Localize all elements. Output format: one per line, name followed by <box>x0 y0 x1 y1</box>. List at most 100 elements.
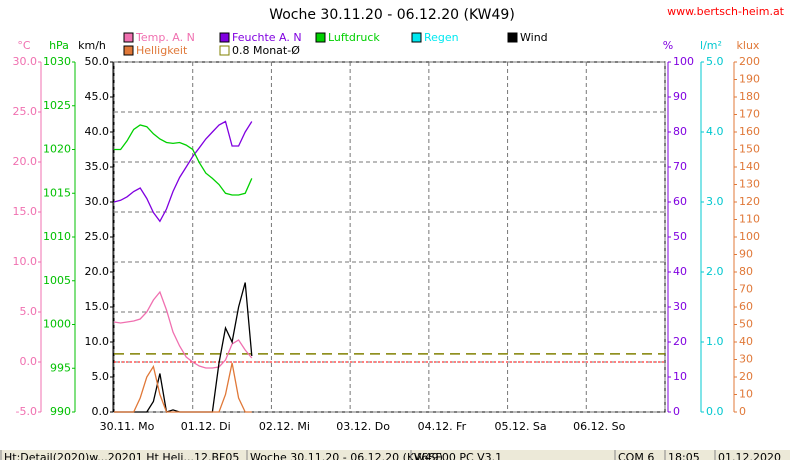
y-tick-label: 170 <box>739 108 760 121</box>
y-tick-label: 10.0 <box>85 335 110 348</box>
y-tick-label: 90 <box>673 90 687 103</box>
y-tick-label: 45.0 <box>85 90 110 103</box>
y-tick-label: 0.0 <box>706 405 724 418</box>
legend-swatch <box>123 32 134 43</box>
y-tick-label: 10.0 <box>13 255 38 268</box>
y-tick-label: -5.0 <box>16 405 37 418</box>
x-tick-label: 04.12. Fr <box>418 420 467 433</box>
y-tick-label: 80 <box>739 265 753 278</box>
axis-unit: °C <box>17 39 31 52</box>
y-tick-label: 100 <box>673 55 694 68</box>
y-tick-label: 20.0 <box>85 265 110 278</box>
source-url: www.bertsch-heim.at <box>667 5 785 18</box>
y-tick-label: 90 <box>739 248 753 261</box>
y-tick-label: 180 <box>739 90 760 103</box>
legend-swatch <box>315 32 326 43</box>
y-tick-label: 30 <box>673 300 687 313</box>
legend-label: Helligkeit <box>136 44 188 57</box>
y-tick-label: 10 <box>739 388 753 401</box>
series-line <box>113 120 253 223</box>
y-tick-label: 2.0 <box>706 265 724 278</box>
y-tick-label: 3.0 <box>706 195 724 208</box>
y-tick-label: 200 <box>739 55 760 68</box>
y-tick-label: 20 <box>673 335 687 348</box>
x-tick-label: 03.12. Do <box>336 420 390 433</box>
status-text: Ht:Detail(2020)w...20201 Ht Heli...12.BF… <box>4 451 239 460</box>
axis-unit: klux <box>737 39 760 52</box>
status-bar <box>0 450 790 460</box>
y-tick-label: 1030 <box>43 55 71 68</box>
y-tick-label: 15.0 <box>85 300 110 313</box>
status-text: V6SF00 PC V3.1 <box>414 451 502 460</box>
y-tick-label: 10 <box>673 370 687 383</box>
y-tick-label: 40.0 <box>85 125 110 138</box>
y-tick-label: 100 <box>739 230 760 243</box>
y-tick-label: 1.0 <box>706 335 724 348</box>
legend-swatch <box>219 32 230 43</box>
y-tick-label: 1010 <box>43 230 71 243</box>
y-tick-label: 70 <box>739 283 753 296</box>
y-tick-label: 1025 <box>43 99 71 112</box>
y-tick-label: 50 <box>673 230 687 243</box>
y-tick-label: 0.0 <box>92 405 110 418</box>
y-tick-label: 30.0 <box>13 55 38 68</box>
y-tick-label: 25.0 <box>13 105 38 118</box>
chart-title: Woche 30.11.20 - 06.12.20 (KW49) <box>269 7 515 23</box>
legend-label: Feuchte A. N <box>232 31 302 44</box>
y-tick-label: 20.0 <box>13 155 38 168</box>
legend-swatch <box>507 32 518 43</box>
series-line <box>113 290 253 369</box>
y-tick-label: 60 <box>739 300 753 313</box>
y-tick-label: 190 <box>739 73 760 86</box>
y-tick-label: 5.0 <box>92 370 110 383</box>
y-tick-label: 5.0 <box>20 305 38 318</box>
y-tick-label: 990 <box>50 405 71 418</box>
y-tick-label: 4.0 <box>706 125 724 138</box>
x-tick-label: 02.12. Mi <box>259 420 310 433</box>
axis-unit: l/m² <box>700 39 722 52</box>
y-tick-label: 20 <box>739 370 753 383</box>
status-text: 18:05 <box>668 451 700 460</box>
status-text: 01.12.2020 <box>718 451 781 460</box>
series-line <box>114 124 253 196</box>
y-tick-label: 5.0 <box>706 55 724 68</box>
y-tick-label: 30.0 <box>85 195 110 208</box>
y-tick-label: 150 <box>739 143 760 156</box>
y-tick-label: 0.0 <box>20 355 38 368</box>
legend-label: Temp. A. N <box>135 31 195 44</box>
x-tick-label: 06.12. So <box>573 420 625 433</box>
legend-label: 0.8 Monat-Ø <box>232 44 300 57</box>
legend-label: Wind <box>520 31 548 44</box>
y-tick-label: 60 <box>673 195 687 208</box>
legend-label: Regen <box>424 31 459 44</box>
x-tick-label: 01.12. Di <box>181 420 231 433</box>
y-tick-label: 110 <box>739 213 760 226</box>
y-tick-label: 160 <box>739 125 760 138</box>
y-tick-label: 80 <box>673 125 687 138</box>
y-tick-label: 1015 <box>43 186 71 199</box>
y-tick-label: 70 <box>673 160 687 173</box>
legend-swatch <box>219 45 230 56</box>
y-tick-label: 40 <box>739 335 753 348</box>
y-tick-label: 1005 <box>43 274 71 287</box>
y-tick-label: 50.0 <box>85 55 110 68</box>
y-tick-label: 30 <box>739 353 753 366</box>
series-line <box>114 362 252 413</box>
y-tick-label: 50 <box>739 318 753 331</box>
legend-swatch <box>123 45 134 56</box>
axis-unit: km/h <box>78 39 106 52</box>
y-tick-label: 1000 <box>43 318 71 331</box>
axis-unit: hPa <box>49 39 69 52</box>
y-tick-label: 0 <box>739 405 746 418</box>
axis-unit: % <box>663 39 673 52</box>
status-text: COM 6 <box>618 451 654 460</box>
y-tick-label: 140 <box>739 160 760 173</box>
x-tick-label: 05.12. Sa <box>494 420 546 433</box>
legend-label: Luftdruck <box>328 31 380 44</box>
legend-swatch <box>411 32 422 43</box>
y-tick-label: 0 <box>673 405 680 418</box>
y-tick-label: 120 <box>739 195 760 208</box>
y-tick-label: 40 <box>673 265 687 278</box>
